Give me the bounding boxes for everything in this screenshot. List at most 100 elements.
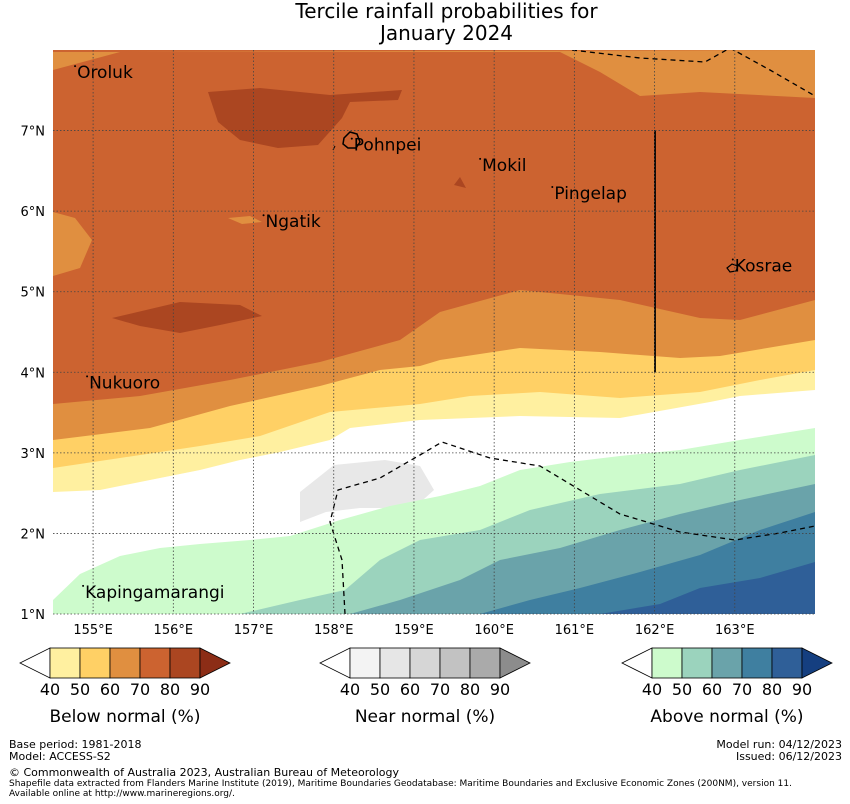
region-below-60-70-left	[53, 212, 92, 276]
lon-tick-label: 161°E	[555, 623, 595, 638]
map-fill	[53, 50, 815, 614]
colorbar-near-min-arrow	[319, 647, 351, 679]
place-marker	[350, 137, 353, 140]
colorbar-above-tick: 40	[642, 680, 662, 699]
lat-tick-label: 7°N	[21, 125, 46, 140]
lat-tick-label: 4°N	[21, 366, 46, 381]
place-marker	[479, 157, 482, 160]
colorbar-near-tick: 50	[370, 680, 390, 699]
lon-tick-label: 160°E	[474, 623, 514, 638]
colorbar-below-segment	[79, 647, 111, 679]
lon-tick-label: 156°E	[154, 623, 194, 638]
place-label-oroluk: Oroluk	[77, 63, 133, 83]
chart-title-line1: Tercile rainfall probabilities for	[295, 0, 598, 23]
colorbar-above-segment	[711, 647, 743, 679]
colorbar-below-tick: 40	[40, 680, 60, 699]
colorbar-near-segment	[409, 647, 441, 679]
colorbar-above-tick: 60	[702, 680, 722, 699]
lon-tick-label: 157°E	[234, 623, 274, 638]
place-labels: Oroluk Pohnpei Mokil Pingelap Ngatik Kosrae Nu…	[74, 63, 792, 603]
model-name: Model: ACCESS-S2	[9, 750, 111, 763]
eez-boundary-south	[329, 441, 815, 614]
colorbar-below-tick: 50	[70, 680, 90, 699]
place-label-pingelap: Pingelap	[554, 184, 627, 204]
colorbar-above-segment	[771, 647, 803, 679]
colorbar-above-segment	[681, 647, 713, 679]
lat-tick-label: 2°N	[21, 527, 46, 542]
colorbar-near-tick: 70	[430, 680, 450, 699]
place-label-kosrae: Kosrae	[735, 257, 792, 277]
lon-tick-label: 158°E	[314, 623, 354, 638]
copyright: © Commonwealth of Australia 2023, Austra…	[9, 766, 399, 779]
y-axis-labels: 1°N 2°N 3°N 4°N 5°N 6°N 7°N	[21, 125, 46, 623]
place-marker	[74, 65, 77, 68]
place-label-ngatik: Ngatik	[266, 212, 321, 232]
region-below-60-70-top	[53, 50, 815, 98]
pohnpei-island	[342, 131, 361, 149]
colorbar-below-segment	[169, 647, 201, 679]
colorbar-near-tick: 80	[460, 680, 480, 699]
colorbar-below-segment	[49, 647, 81, 679]
colorbar-above-tick: 90	[792, 680, 812, 699]
place-marker	[551, 186, 554, 189]
colorbar-above-segment	[741, 647, 773, 679]
issued-date: Issued: 06/12/2023	[735, 750, 842, 763]
base-period: Base period: 1981-2018	[9, 738, 142, 751]
region-below-80-90-mokil	[454, 177, 466, 188]
place-label-kapingamarangi: Kapingamarangi	[85, 583, 224, 603]
colorbar-below-segment	[109, 647, 141, 679]
colorbar-above-tick: 70	[732, 680, 752, 699]
lat-tick-label: 5°N	[21, 286, 46, 301]
model-run: Model run: 04/12/2023	[716, 738, 842, 751]
colorbar-below-max-arrow	[199, 647, 231, 679]
colorbar-near-segment	[439, 647, 471, 679]
lat-tick-label: 6°N	[21, 205, 46, 220]
colorbar-above-max-arrow	[801, 647, 833, 679]
colorbar-below-segment	[139, 647, 171, 679]
place-label-mokil: Mokil	[482, 156, 526, 176]
colorbar-near-segment	[379, 647, 411, 679]
lon-tick-label: 162°E	[635, 623, 675, 638]
colorbar-below-tick: 70	[130, 680, 150, 699]
place-marker	[86, 375, 89, 378]
eez-boundaries	[329, 50, 815, 614]
region-below-80-90-north	[208, 88, 402, 148]
colorbar-near-segment	[469, 647, 501, 679]
place-marker	[82, 584, 85, 587]
place-marker	[731, 258, 734, 261]
x-axis-labels: 155°E 156°E 157°E 158°E 159°E 160°E 161°E 162°E…	[73, 623, 754, 638]
place-label-nukuoro: Nukuoro	[89, 373, 160, 393]
near-normal-label: Near normal (%)	[354, 707, 496, 727]
lon-tick-label: 159°E	[394, 623, 434, 638]
colorbar-below-min-arrow	[19, 647, 51, 679]
colorbar-above-tick: 50	[672, 680, 692, 699]
chart-title-line2: January 2024	[379, 21, 514, 45]
shapefile-credit: Shapefile data extracted from Flanders M…	[9, 779, 792, 789]
eez-boundary-north	[571, 50, 815, 97]
colorbar-near-tick: 40	[340, 680, 360, 699]
colorbar-below-tick: 90	[190, 680, 210, 699]
colorbar-near-segment	[349, 647, 381, 679]
region-below-80-90-south	[112, 302, 262, 333]
colorbars: 40 50 60 70 80 90 40 50 60 70 80 90 40 50 60 70 80 90	[19, 647, 833, 699]
region-above-80-90	[600, 562, 815, 614]
colorbar-near-tick: 60	[400, 680, 420, 699]
above-normal-label: Above normal (%)	[650, 707, 804, 727]
colorbar-above-min-arrow	[621, 647, 653, 679]
gridlines	[53, 50, 815, 615]
colorbar-below-tick: 80	[160, 680, 180, 699]
below-normal-label: Below normal (%)	[49, 707, 201, 727]
kosrae-island	[726, 263, 739, 273]
colorbar-near-tick: 90	[490, 680, 510, 699]
lon-tick-label: 163°E	[715, 623, 755, 638]
place-marker	[262, 214, 265, 217]
colorbar-near-max-arrow	[499, 647, 531, 679]
colorbar-above-segment	[651, 647, 683, 679]
available-online: Available online at http://www.marinereg…	[9, 789, 235, 799]
place-label-pohnpei: Pohnpei	[354, 136, 422, 156]
lon-tick-label: 155°E	[73, 623, 113, 638]
colorbar-below-tick: 60	[100, 680, 120, 699]
colorbar-above-tick: 80	[762, 680, 782, 699]
lat-tick-label: 1°N	[21, 608, 46, 623]
